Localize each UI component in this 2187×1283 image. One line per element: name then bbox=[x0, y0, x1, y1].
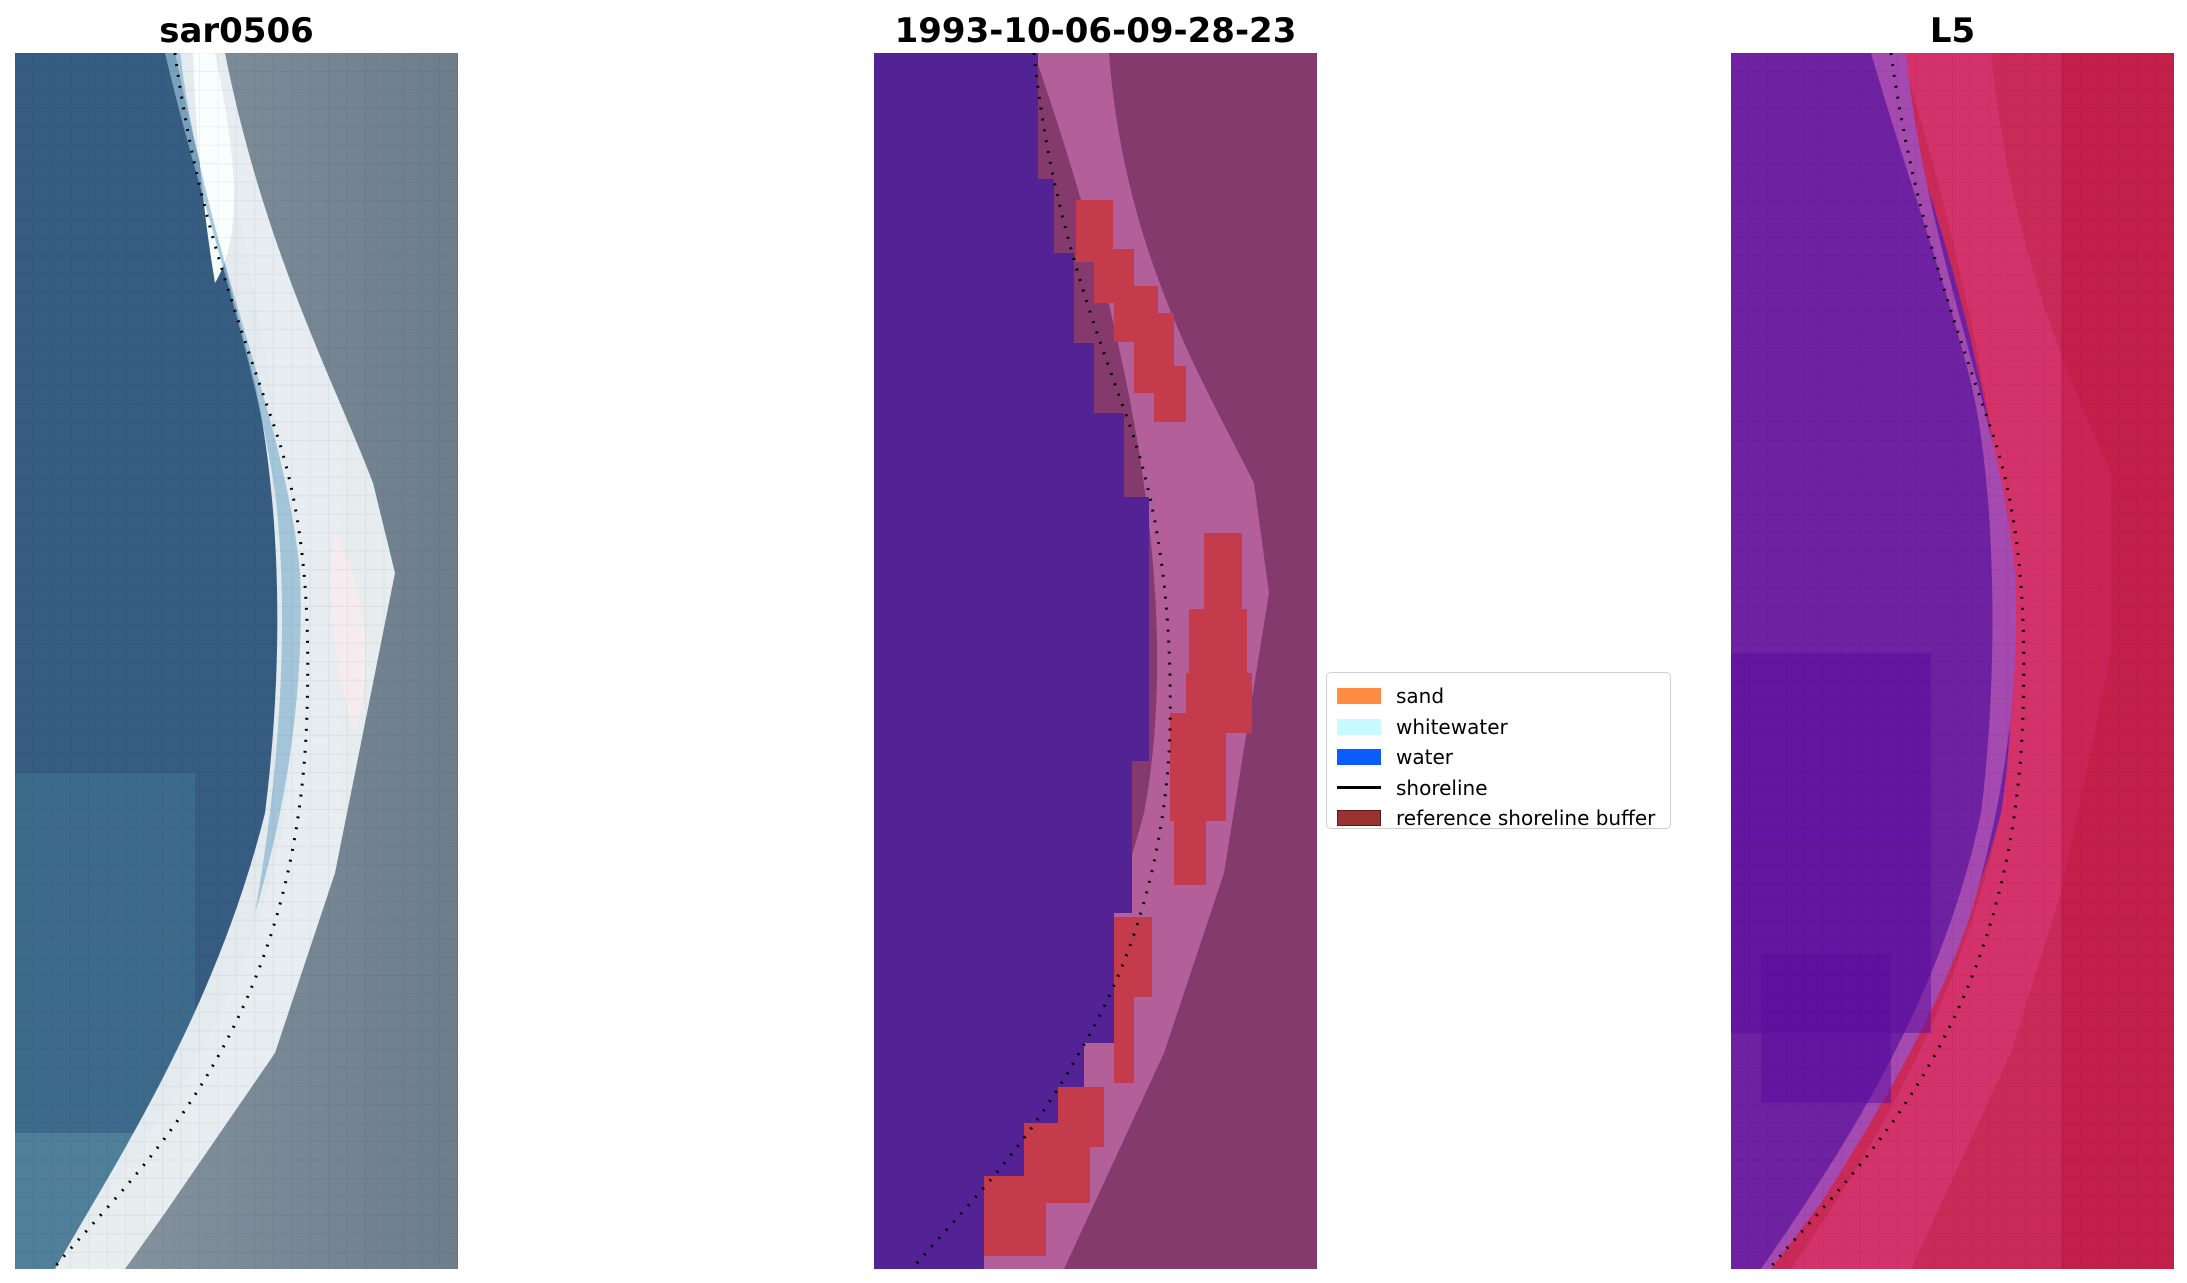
legend-label: water bbox=[1396, 745, 1453, 770]
legend-item-water: water bbox=[1337, 742, 1660, 773]
legend-label: whitewater bbox=[1396, 714, 1508, 739]
legend-label: shoreline bbox=[1396, 775, 1488, 800]
panel-title-classified: 1993-10-06-09-28-23 bbox=[894, 11, 1297, 51]
classified-image bbox=[874, 53, 1317, 1269]
legend-item-sand: sand bbox=[1337, 681, 1660, 712]
rgb-image bbox=[15, 53, 458, 1269]
legend-label: sand bbox=[1396, 684, 1445, 709]
panel-title-index: L5 bbox=[1929, 11, 1976, 51]
sand-swatch bbox=[1337, 688, 1381, 705]
index-image-panel bbox=[1731, 53, 2174, 1269]
water-area bbox=[874, 53, 1149, 1269]
panel-title-rgb: sar0506 bbox=[159, 11, 314, 51]
water-swatch bbox=[1337, 749, 1381, 766]
reference-buffer-swatch bbox=[1337, 810, 1381, 827]
shoreline-swatch bbox=[1337, 786, 1381, 790]
classified-image-panel bbox=[874, 53, 1317, 1269]
legend: sand whitewater water shoreline referenc… bbox=[1326, 672, 1671, 830]
shoreline-line bbox=[1767, 53, 2026, 1269]
rgb-image-panel bbox=[15, 53, 458, 1269]
legend-item-shoreline: shoreline bbox=[1337, 773, 1660, 804]
legend-item-reference-buffer: reference shoreline buffer bbox=[1337, 803, 1660, 834]
index-image bbox=[1731, 53, 2174, 1269]
legend-label: reference shoreline buffer bbox=[1396, 806, 1656, 831]
reference-buffer bbox=[984, 200, 1252, 1256]
legend-item-whitewater: whitewater bbox=[1337, 712, 1660, 743]
whitewater-swatch bbox=[1337, 718, 1381, 735]
shoreline-line bbox=[51, 53, 310, 1269]
